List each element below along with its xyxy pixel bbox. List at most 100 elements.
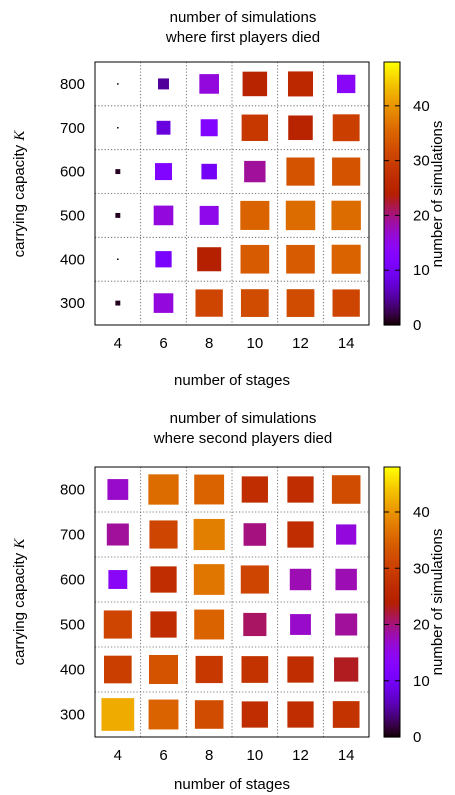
colorbar-segment [384,559,400,563]
heatmap-cell [148,654,179,685]
x-axis-label: number of stages [174,776,290,793]
colorbar-segment [384,110,400,114]
heatmap-cell [148,474,179,505]
heatmap-cell [158,78,169,90]
heatmap-cell [104,655,132,684]
colorbar-segment [384,180,400,184]
colorbar-segment [384,99,400,103]
colorbar-tick-label: 10 [413,262,430,279]
colorbar-segment [384,219,400,223]
colorbar-segment [384,86,400,89]
heatmap-cell [332,157,361,186]
colorbar-frame [383,61,401,326]
colorbar-segment [384,175,400,179]
heatmap-cell [149,520,178,549]
colorbar-segment [384,685,400,689]
colorbar-segment [384,667,400,671]
heatmap-cell [289,568,312,591]
colorbar-segment [384,136,400,140]
x-tick-labels: 4 6 8 10 12 14 [114,747,355,764]
colorbar-segment [384,140,400,144]
colorbar-segment [384,121,400,124]
colorbar-segment [384,599,400,603]
colorbar-segment [384,734,400,738]
colorbar-segment [384,527,400,531]
heatmap-cell [240,244,270,274]
colorbar-segment [384,274,400,278]
colorbar-segment [384,550,400,554]
heatmap-cell [240,565,269,594]
heatmap-cell [243,612,267,637]
colorbar-segment [384,147,400,151]
colorbar-segment [384,221,400,225]
colorbar-segment [384,514,400,518]
colorbar-tick-label: 30 [413,153,430,170]
colorbar-segment [384,642,400,646]
x-tick-label: 14 [338,747,355,764]
colorbar-segment [384,471,400,475]
heatmap-cell [199,74,219,94]
colorbar-segment [384,62,400,65]
y-tick-label: 600 [60,164,85,181]
colorbar-segment [384,289,400,293]
heatmap-cell [331,200,361,231]
colorbar-segment [384,66,400,70]
colorbar-segment [384,127,400,131]
colorbar-segment [384,228,400,232]
colorbar-segment [384,653,400,657]
colorbar-segment [384,554,400,558]
x-tick-label: 8 [205,335,213,352]
heatmap-cell [332,289,360,317]
heatmap-cell [241,656,269,683]
heatmap-cells [101,474,361,731]
colorbar-segment [384,83,400,87]
colorbar-segment [384,94,400,98]
colorbar-segment [384,689,400,693]
colorbar-segment [384,496,400,500]
colorbar-segment [384,138,400,142]
colorbar-segment [384,88,400,92]
colorbar-segment [384,200,400,203]
x-tick-label: 14 [338,335,355,352]
colorbar-segment [384,498,400,502]
heatmap-cell [286,289,315,317]
colorbar-segment [384,178,400,181]
colorbar-segment [384,160,400,164]
x-tick-label: 4 [114,747,122,764]
colorbar-segment [384,265,400,269]
colorbar-segment [384,543,400,547]
colorbar-segment [384,644,400,648]
grid-lines [95,467,369,737]
colorbar-segment [384,162,400,166]
colorbar-segment [384,649,400,653]
colorbar-segment [384,250,400,254]
y-axis-label-text: carrying capacity [11,141,28,258]
colorbar-segment [384,239,400,243]
colorbar-segment [384,217,400,221]
colorbar-segment [384,189,400,192]
heatmap-cell [336,524,357,545]
colorbar-segment [384,532,400,536]
colorbar-segment [384,241,400,245]
colorbar-segment [384,206,400,210]
colorbar-segment [384,167,400,170]
heatmap-cell [287,656,314,683]
colorbar-tick-labels: 0 10 20 30 40 [384,98,430,334]
colorbar-segment [384,669,400,673]
colorbar-segment [384,530,400,533]
heatmap-cell [241,701,268,728]
colorbar-segment [384,518,400,522]
colorbar-segment [384,257,400,260]
colorbar-segment [384,118,400,122]
colorbar-segment [384,635,400,639]
colorbar-segment [384,687,400,691]
colorbar-segment [384,633,400,637]
heatmap-cell [241,114,269,141]
colorbar-segment [384,611,400,614]
x-tick-label: 10 [246,747,263,764]
colorbar-tick-label: 20 [413,617,430,634]
colorbar-segment [384,597,400,601]
y-tick-labels: 300 400 500 600 700 800 [60,482,85,724]
colorbar-segment [384,581,400,585]
colorbar-segment [384,572,400,576]
